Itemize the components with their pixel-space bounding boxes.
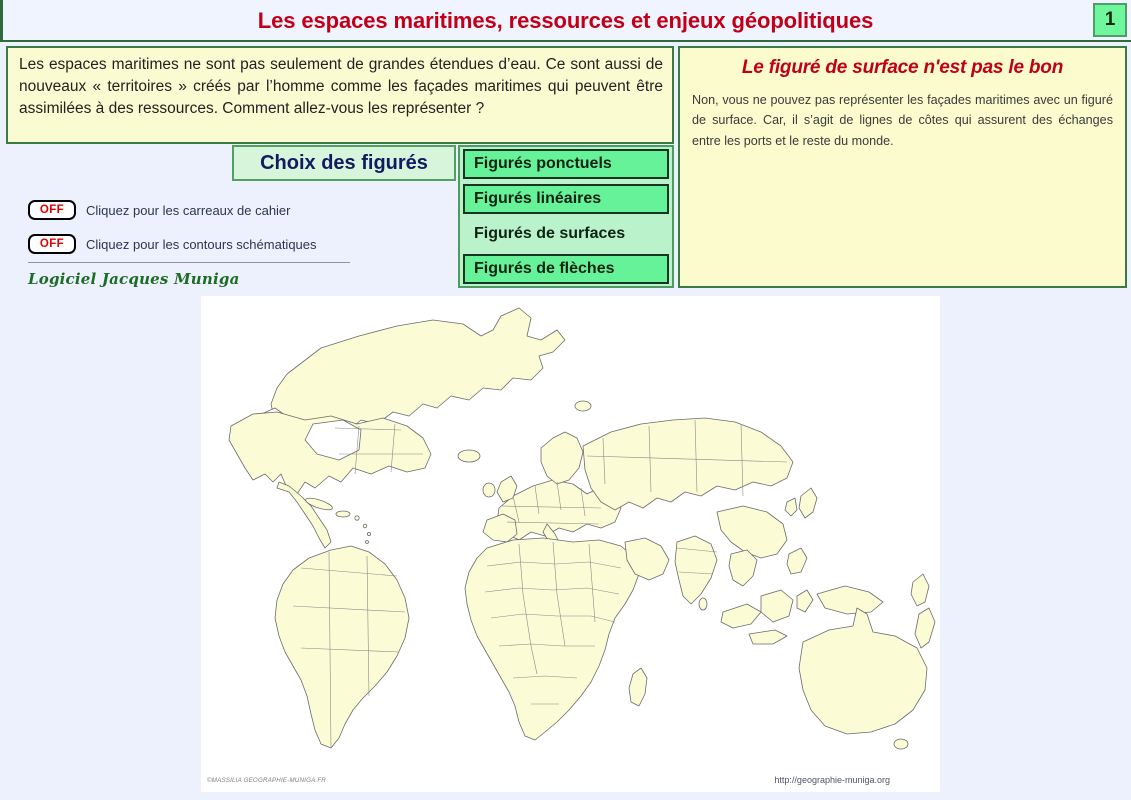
island-svalbard [574,400,592,412]
landmass-china-sea [716,505,788,559]
landmass-ireland [482,482,496,498]
options-zone: OFF Cliquez pour les carreaux de cahier … [6,146,456,288]
landmass-arabia [624,537,670,581]
island-iceland [457,449,481,463]
landmass-sulawesi [796,589,814,613]
choice-tab[interactable]: Choix des figurés [232,145,456,181]
island-hispaniola [335,510,351,518]
landmass-new-guinea [816,585,884,615]
country-borders [292,419,788,749]
toggle-switch-grid[interactable]: OFF [28,200,76,220]
landmass-iberia [482,513,518,543]
divider [28,262,350,263]
landmass-central-america [276,481,332,549]
toggle-row-outline[interactable]: OFF Cliquez pour les contours schématiqu… [28,234,317,254]
world-map[interactable]: ©MASSILIA GEOGRAPHIE-MUNIGA.FR http://ge… [201,296,940,792]
landmass-java [748,629,788,645]
header-left-rule [0,0,3,42]
landmass-madagascar [628,667,648,707]
toggle-switch-outline[interactable]: OFF [28,234,76,254]
landmass-borneo [760,589,794,623]
island-lesser-antilles-3 [365,540,369,544]
feedback-body: Non, vous ne pouvez pas représenter les … [692,93,1113,148]
intro-text: Les espaces maritimes ne sont pas seulem… [19,56,663,117]
software-signature: Logiciel Jacques Muniga [28,270,240,288]
landmass-new-zealand-north [910,573,930,607]
island-cuba [305,497,333,511]
figure-button-ponctuels[interactable]: Figurés ponctuels [463,149,669,179]
hudson-bay [304,419,362,461]
landmass-indochina [728,549,758,587]
landmass-philippines [786,547,808,575]
island-tasmania [893,738,909,750]
map-credit: ©MASSILIA GEOGRAPHIE-MUNIGA.FR [207,777,326,784]
landmass-british-isles [496,475,518,503]
landmass-australia [798,607,928,735]
intro-panel: Les espaces maritimes ne sont pas seulem… [6,46,674,144]
landmass-south-america [274,545,410,749]
landmass-africa [464,537,640,741]
toggle-label-grid: Cliquez pour les carreaux de cahier [86,202,291,218]
toggle-row-grid[interactable]: OFF Cliquez pour les carreaux de cahier [28,200,291,220]
toggle-label-outline: Cliquez pour les contours schématiques [86,236,317,252]
figure-type-list: Figurés ponctuels Figurés linéaires Figu… [458,145,674,288]
landmass-japan [798,487,818,519]
landmass-sumatra [720,603,762,629]
landmass-india [674,535,718,605]
island-sri-lanka [698,597,708,611]
figure-button-fleches[interactable]: Figurés de flèches [463,254,669,284]
world-map-svg [228,307,936,750]
landmass-asia-russia [582,417,794,511]
header-bar: Les espaces maritimes, ressources et enj… [0,0,1131,42]
island-puerto-rico [354,515,360,521]
figure-button-lineaires[interactable]: Figurés linéaires [463,184,669,214]
page-title: Les espaces maritimes, ressources et enj… [257,8,874,33]
island-lesser-antilles-1 [362,523,368,529]
island-lesser-antilles-2 [366,531,371,536]
feedback-panel: Le figuré de surface n'est pas le bon No… [678,46,1127,288]
map-url: http://geographie-muniga.org [774,775,890,785]
landmass-korea [784,497,798,517]
figure-button-surfaces[interactable]: Figurés de surfaces [474,225,626,242]
page-number-badge: 1 [1093,3,1127,37]
landmass-scandinavia [540,431,584,485]
landmass-new-zealand-south [914,607,936,649]
feedback-title: Le figuré de surface n'est pas le bon [741,57,1064,78]
